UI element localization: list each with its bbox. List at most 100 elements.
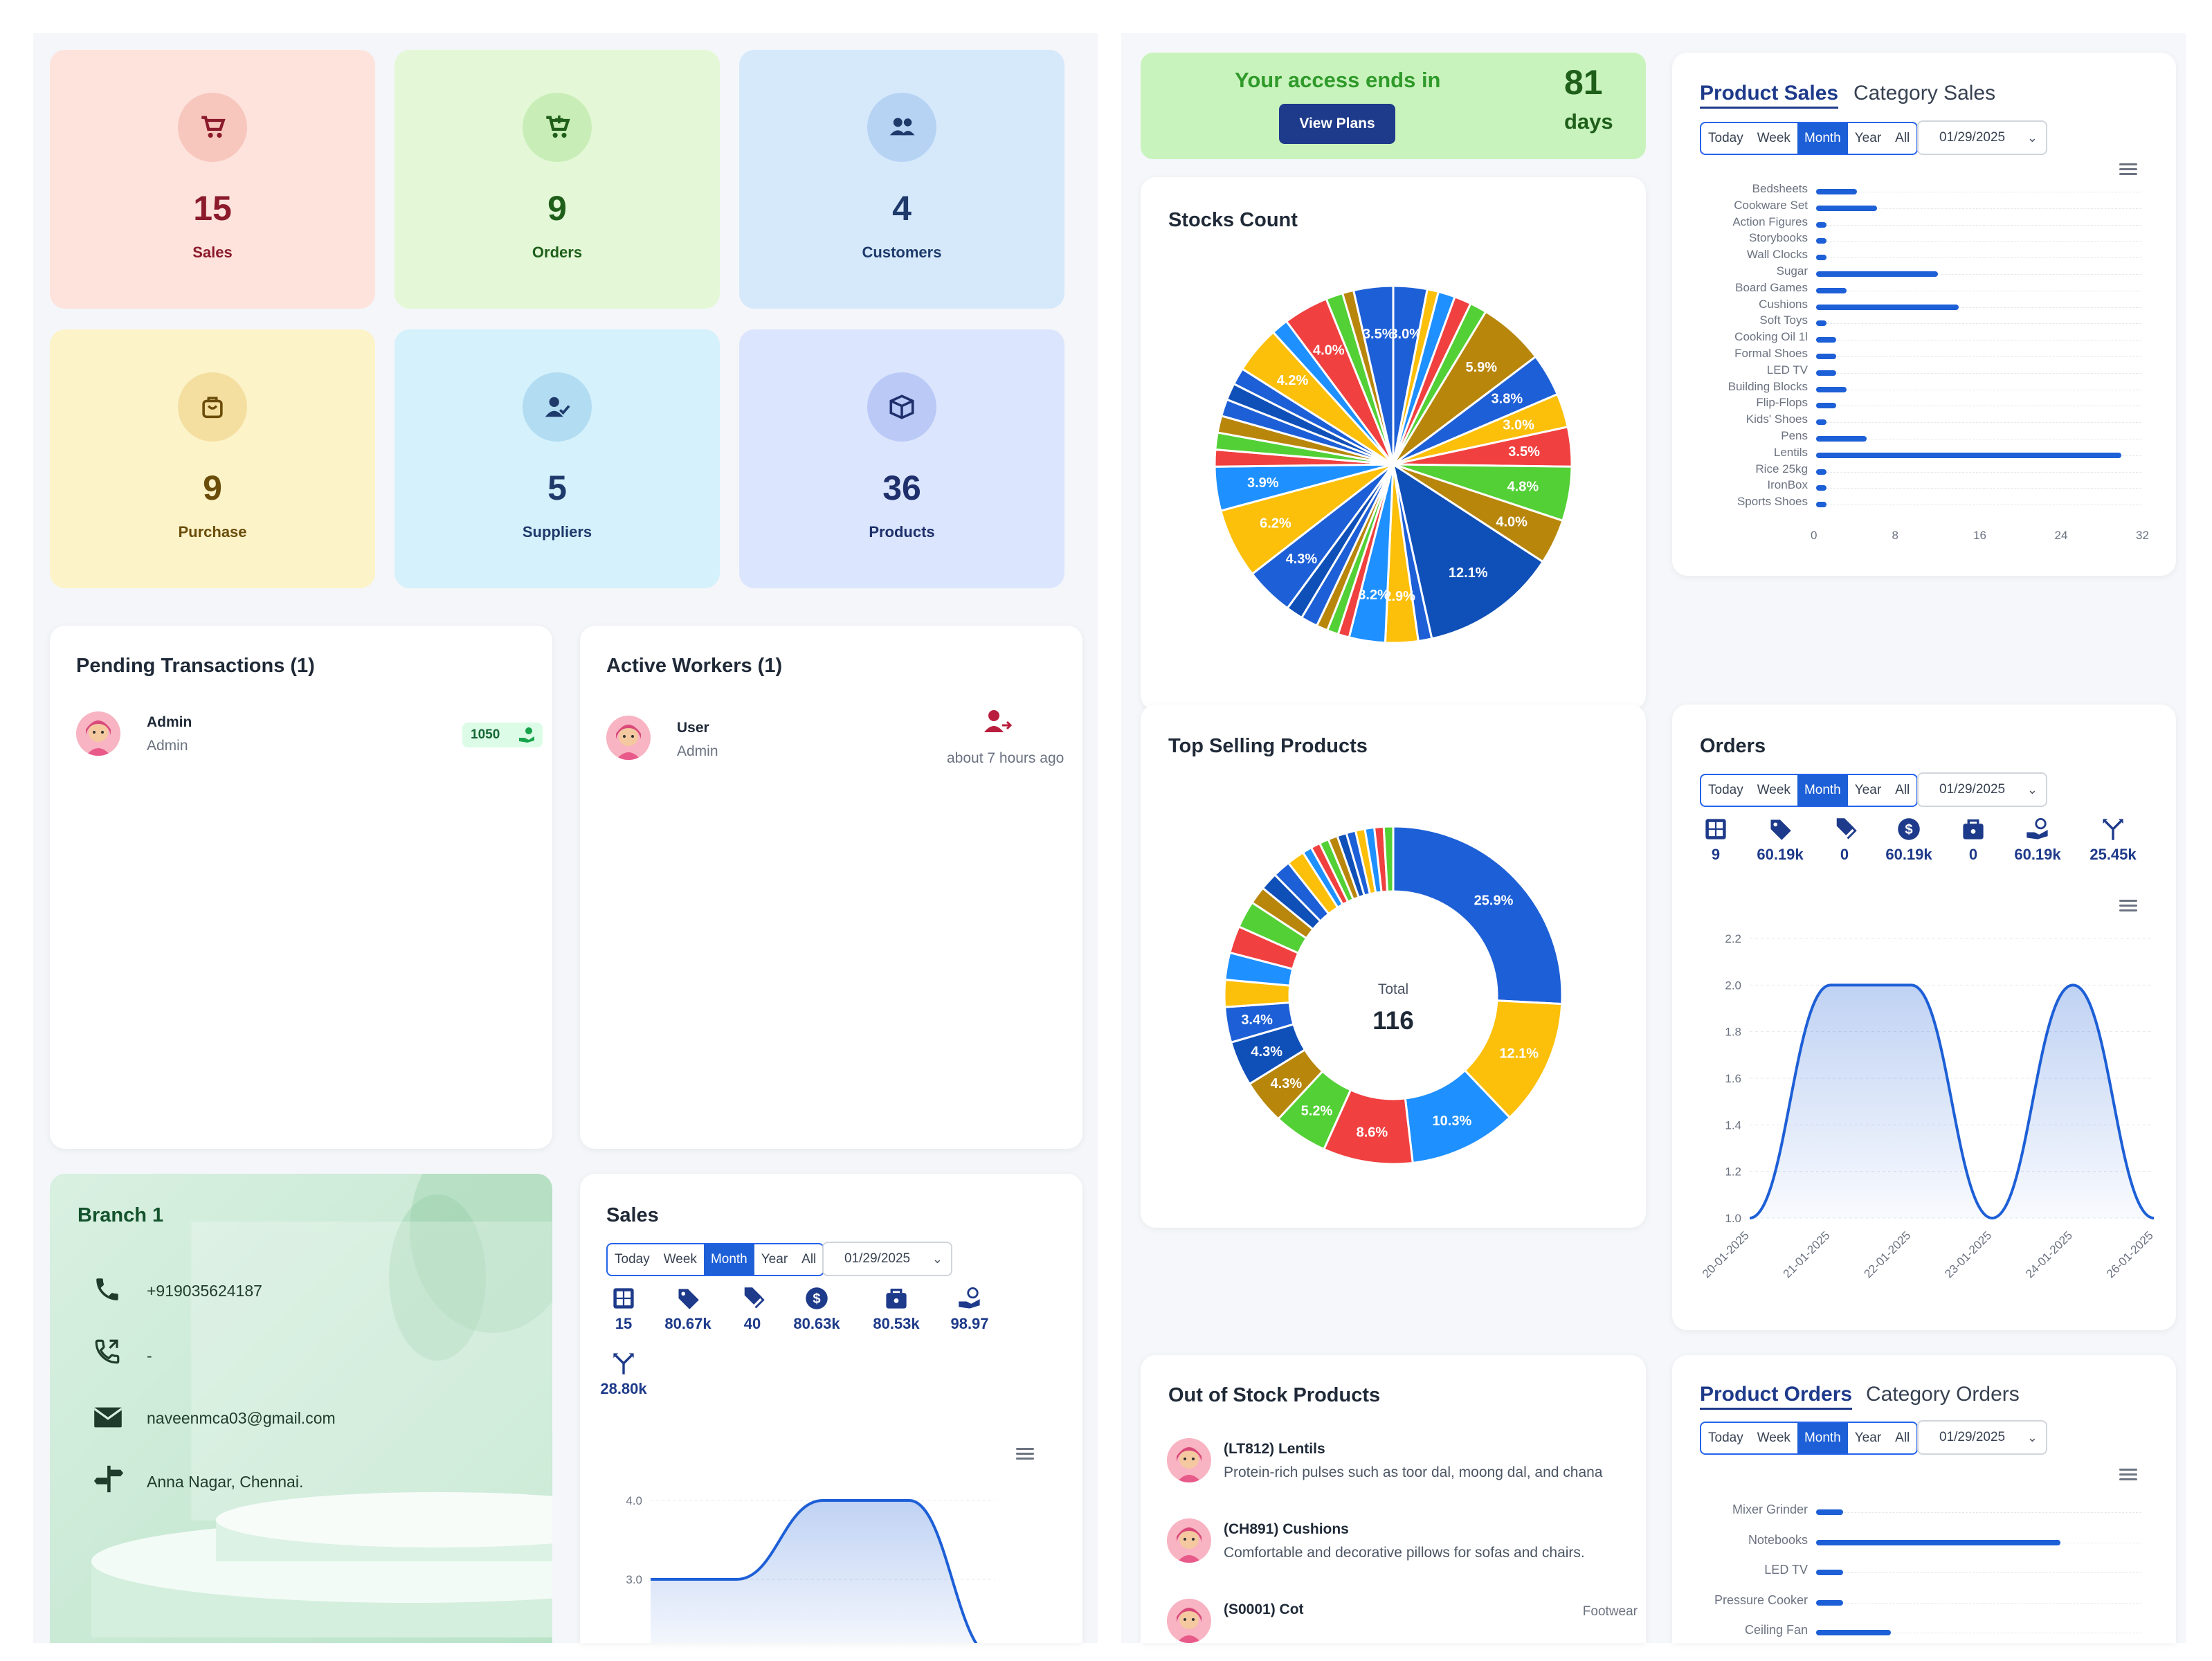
pie-slice[interactable] xyxy=(1391,462,1545,640)
pending-amount-badge[interactable]: 1050 xyxy=(462,723,543,747)
tab-week[interactable]: Week xyxy=(1757,1431,1791,1445)
chart-menu-icon[interactable] xyxy=(1016,1448,1034,1460)
bar[interactable] xyxy=(1816,255,1826,261)
stat-icon-circle xyxy=(178,372,247,442)
bar[interactable] xyxy=(1816,271,1939,277)
bar[interactable] xyxy=(1816,1570,1844,1575)
branch-email[interactable]: naveenmca03@gmail.com xyxy=(147,1409,336,1427)
orders-date-select[interactable]: 01/29/2025 ⌄ xyxy=(1917,772,2047,807)
bar[interactable] xyxy=(1816,320,1826,327)
bar[interactable] xyxy=(1816,205,1878,211)
calculator-icon xyxy=(613,1288,634,1309)
series-line[interactable] xyxy=(1749,983,2155,1220)
bar[interactable] xyxy=(1816,238,1826,244)
avatar[interactable] xyxy=(76,711,120,756)
pie-slice-label: 3.5% xyxy=(1508,444,1540,460)
tab-month[interactable]: Month xyxy=(1797,775,1848,806)
money-hand-icon xyxy=(519,727,534,743)
stocks-pie-chart: 3.0%5.9%3.8%3.0%3.5%4.8%4.0%12.1%2.9%3.2… xyxy=(1213,284,1573,644)
tab-year[interactable]: Year xyxy=(761,1252,788,1267)
tab-category-orders[interactable]: Category Orders xyxy=(1866,1383,2020,1406)
metric-value: 60.19k xyxy=(1885,846,1932,863)
tab-year[interactable]: Year xyxy=(1854,131,1882,145)
tab-year[interactable]: Year xyxy=(1854,1431,1882,1445)
tab-category-sales[interactable]: Category Sales xyxy=(1853,82,1996,105)
pie-slice[interactable] xyxy=(1392,825,1563,1006)
stat-card-sales[interactable]: 15 Sales xyxy=(50,50,375,309)
sales-date-select[interactable]: 01/29/2025 ⌄ xyxy=(822,1242,952,1276)
stat-card-purchase[interactable]: 9 Purchase xyxy=(50,329,375,588)
bar-category-label: LED TV xyxy=(1766,363,1808,376)
y-tick-label: 2.0 xyxy=(1725,979,1741,992)
bar[interactable] xyxy=(1816,221,1826,228)
tab-week[interactable]: Week xyxy=(1757,783,1791,797)
pie-slice-label: 4.8% xyxy=(1507,480,1539,495)
tags-icon xyxy=(744,1287,765,1309)
bar[interactable] xyxy=(1816,436,1867,442)
tab-today[interactable]: Today xyxy=(1708,131,1743,145)
list-item[interactable]: (LT812) Lentils Protein-rich pulses such… xyxy=(1167,1438,1638,1500)
bar[interactable] xyxy=(1816,1509,1844,1515)
product-orders-date-select[interactable]: 01/29/2025 ⌄ xyxy=(1917,1420,2047,1455)
bar[interactable] xyxy=(1816,502,1826,508)
bar[interactable] xyxy=(1816,403,1837,409)
metric-dollar: $80.63k xyxy=(779,1286,855,1333)
product-sales-period-tabs: Today Week Month Year All xyxy=(1700,122,1919,155)
bar[interactable] xyxy=(1816,419,1826,426)
tab-month[interactable]: Month xyxy=(1797,1423,1848,1453)
avatar[interactable] xyxy=(606,716,651,760)
chart-menu-icon[interactable] xyxy=(2119,900,2137,912)
bar[interactable] xyxy=(1816,287,1847,293)
tab-today[interactable]: Today xyxy=(615,1252,650,1267)
tab-week[interactable]: Week xyxy=(663,1252,697,1267)
bar[interactable] xyxy=(1816,452,2121,458)
tab-today[interactable]: Today xyxy=(1708,783,1743,797)
tab-month[interactable]: Month xyxy=(703,1244,754,1275)
tab-product-orders[interactable]: Product Orders xyxy=(1700,1383,1853,1410)
branch-phone[interactable]: +919035624187 xyxy=(147,1282,262,1300)
x-tick-label: 24-01-2025 xyxy=(2023,1228,2075,1280)
bar-category-label: Pens xyxy=(1781,429,1808,442)
tab-all[interactable]: All xyxy=(1895,1431,1910,1445)
pie-slice[interactable] xyxy=(1382,825,1395,893)
bar[interactable] xyxy=(1816,386,1847,392)
pending-user-role: Admin xyxy=(147,738,188,754)
product-sales-date-select[interactable]: 01/29/2025 ⌄ xyxy=(1917,120,2047,155)
view-plans-button[interactable]: View Plans xyxy=(1279,104,1395,144)
bar[interactable] xyxy=(1816,469,1826,475)
branch-phone-2: - xyxy=(147,1347,152,1365)
bar[interactable] xyxy=(1816,485,1826,491)
bar[interactable] xyxy=(1816,1630,1891,1635)
bar[interactable] xyxy=(1816,189,1857,194)
series-line[interactable] xyxy=(651,1499,995,1643)
chart-menu-icon[interactable] xyxy=(2119,1469,2137,1481)
tab-year[interactable]: Year xyxy=(1854,783,1882,797)
list-item[interactable]: (S0001) Cot Footwear xyxy=(1167,1599,1638,1661)
chart-menu-icon[interactable] xyxy=(2119,163,2137,176)
bar[interactable] xyxy=(1816,354,1837,359)
bar[interactable] xyxy=(1816,1599,1844,1606)
pie-slice[interactable] xyxy=(1352,284,1395,465)
area-fill xyxy=(651,1500,977,1643)
bar[interactable] xyxy=(1816,1539,2060,1545)
list-item[interactable]: (CH891) Cushions Comfortable and decorat… xyxy=(1167,1518,1638,1581)
bar[interactable] xyxy=(1816,304,1959,310)
tab-product-sales[interactable]: Product Sales xyxy=(1700,82,1839,109)
product-sales-card: Product Sales Category Sales Today Week … xyxy=(1672,53,2176,576)
tab-all[interactable]: All xyxy=(1895,131,1910,145)
stat-card-products[interactable]: 36 Products xyxy=(739,329,1064,588)
product-description: Protein-rich pulses such as toor dal, mo… xyxy=(1224,1464,1603,1480)
stat-card-orders[interactable]: 9 Orders xyxy=(395,50,720,309)
tab-month[interactable]: Month xyxy=(1797,123,1848,154)
pie-slice-label: 3.0% xyxy=(1503,417,1534,433)
bar[interactable] xyxy=(1816,337,1837,343)
stat-card-customers[interactable]: 4 Customers xyxy=(739,50,1064,309)
phone-forward-icon xyxy=(95,1339,120,1364)
tab-week[interactable]: Week xyxy=(1757,131,1791,145)
bar-category-label: Sports Shoes xyxy=(1737,495,1808,509)
bar[interactable] xyxy=(1816,370,1837,376)
tab-all[interactable]: All xyxy=(1895,783,1910,797)
tab-today[interactable]: Today xyxy=(1708,1431,1743,1445)
stat-card-suppliers[interactable]: 5 Suppliers xyxy=(395,329,720,588)
tab-all[interactable]: All xyxy=(801,1252,817,1267)
